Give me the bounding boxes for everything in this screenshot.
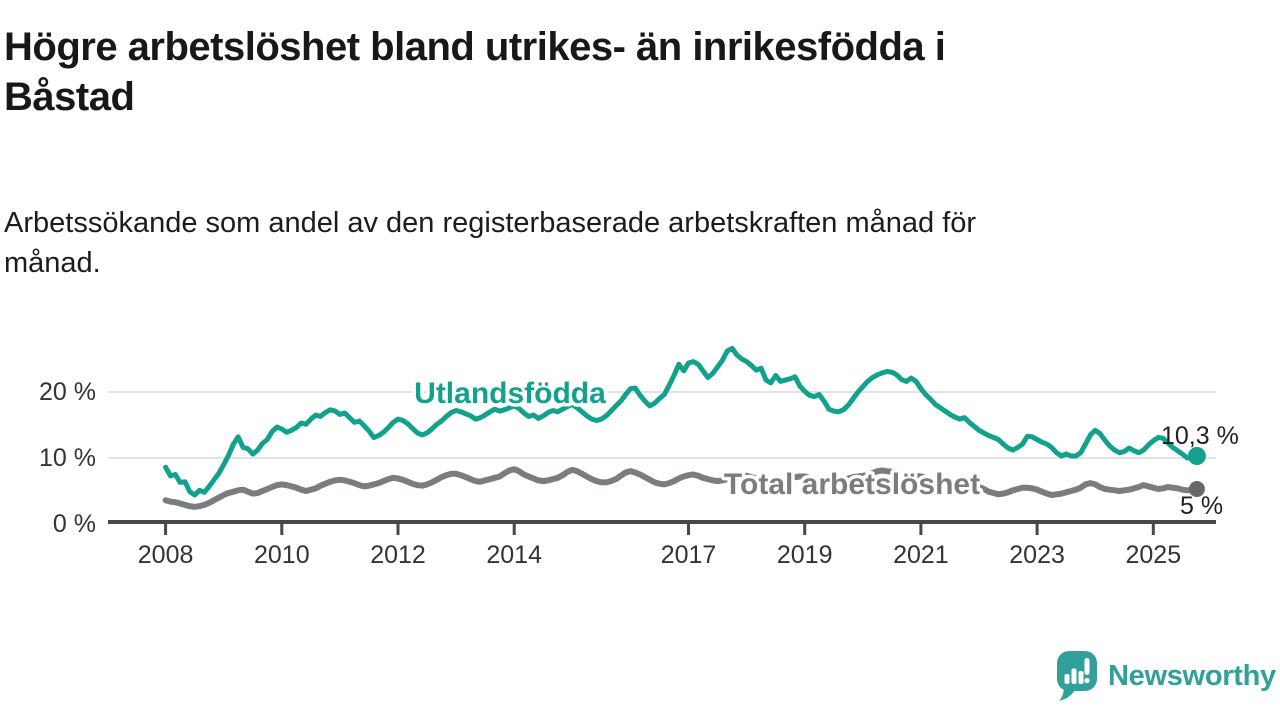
- page-title-line1: Högre arbetslöshet bland utrikes- än inr…: [4, 25, 946, 69]
- end-dot-utlandsfodda: [1187, 447, 1206, 465]
- y-axis-label: 0 %: [53, 510, 96, 538]
- newsworthy-logo-icon: [1057, 651, 1097, 701]
- page-title: Högre arbetslöshet bland utrikes- än inr…: [4, 22, 1174, 122]
- brand-logo: Newsworthy: [1056, 650, 1276, 702]
- x-axis-labels: 2008 2010 2012 2014 2017 2019 2021 2023 2025: [138, 541, 1181, 569]
- brand-name: Newsworthy: [1108, 659, 1276, 692]
- series-label-utlandsfodda: Utlandsfödda: [414, 377, 606, 410]
- x-axis-label: 2014: [486, 541, 542, 569]
- gridlines: [108, 391, 1216, 459]
- page-title-line2: Båstad: [4, 75, 135, 119]
- x-axis-label: 2025: [1125, 541, 1181, 569]
- chart-subtitle-line1: Arbetssökande som andel av den registerb…: [4, 207, 977, 239]
- x-axis-label: 2008: [138, 541, 194, 569]
- chart-subtitle: Arbetssökande som andel av den registerb…: [4, 203, 1184, 283]
- x-axis-label: 2023: [1009, 541, 1065, 569]
- series-line-total-arbetsloshet: [162, 466, 1200, 510]
- x-axis-label: 2021: [893, 541, 949, 569]
- series-line-utlandsfodda: [163, 345, 1200, 498]
- end-dot-total-arbetsloshet: [1188, 481, 1205, 497]
- x-axis-label: 2019: [777, 541, 833, 569]
- x-axis-label: 2012: [370, 541, 426, 569]
- end-value-utlandsfodda: 10,3 %: [1161, 422, 1239, 450]
- x-axis-label: 2010: [254, 541, 310, 569]
- x-axis-ticks: [164, 524, 1155, 535]
- end-value-total-arbetsloshet: 5 %: [1180, 492, 1223, 520]
- y-axis-label: 10 %: [39, 444, 96, 472]
- chart-subtitle-line2: månad.: [4, 247, 101, 279]
- series-label-total-arbetsloshet: Total arbetslöshet: [724, 468, 980, 501]
- y-axis-label: 20 %: [39, 378, 96, 406]
- y-axis-labels: 0 % 10 % 20 %: [39, 378, 96, 538]
- x-axis-label: 2017: [661, 541, 717, 569]
